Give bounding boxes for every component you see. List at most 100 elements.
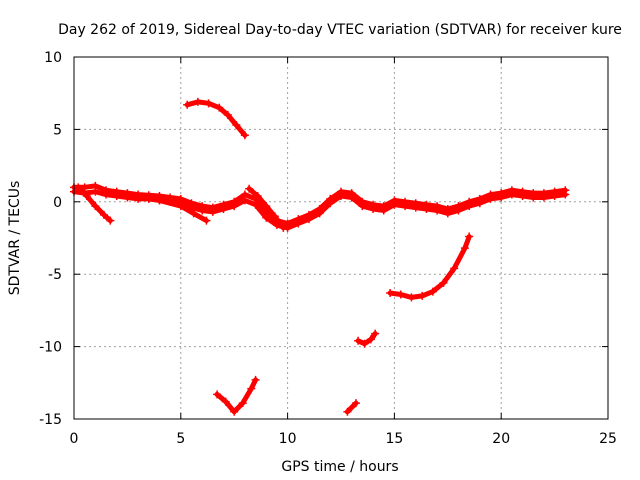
data-point — [221, 397, 230, 406]
grid — [74, 57, 608, 419]
data-point — [106, 216, 115, 225]
series-main-band-upper — [70, 181, 570, 228]
data-point — [443, 209, 452, 218]
data-point — [230, 407, 239, 416]
data-point — [189, 209, 198, 218]
data-point — [102, 190, 111, 199]
data-point — [230, 202, 239, 211]
data-point — [262, 213, 271, 222]
data-point — [550, 192, 559, 201]
series-seg-13h — [343, 399, 360, 416]
data-point — [240, 131, 249, 140]
data-point — [219, 205, 228, 214]
data-point — [371, 329, 380, 338]
data-point — [366, 335, 375, 344]
plot-frame — [73, 56, 609, 420]
data-point — [247, 384, 256, 393]
data-point — [240, 196, 249, 205]
series-trace — [71, 183, 568, 226]
data-point — [401, 202, 410, 211]
data-point — [198, 206, 207, 215]
x-tick-label: 0 — [70, 431, 79, 447]
data-point — [204, 99, 213, 108]
data-point — [82, 192, 91, 201]
data-point — [354, 336, 363, 345]
data-point — [439, 278, 448, 287]
x-axis-label: GPS time / hours — [281, 459, 398, 475]
y-tick-label: -15 — [39, 412, 62, 428]
data-point — [418, 291, 427, 300]
series-trace — [184, 99, 248, 138]
series-rise-15-18h — [386, 232, 474, 302]
data-point — [358, 202, 367, 211]
data-point — [251, 200, 260, 209]
data-point — [347, 193, 356, 202]
series-trace — [214, 377, 259, 415]
data-point — [475, 199, 484, 208]
series-seg-13-14h — [354, 329, 380, 348]
data-point — [386, 289, 395, 298]
data-point — [411, 203, 420, 212]
data-point — [497, 193, 506, 202]
series-arc-5-8h — [183, 97, 249, 140]
data-point — [112, 192, 121, 201]
data-point — [279, 223, 288, 232]
data-point — [74, 183, 83, 192]
series-trace — [387, 234, 472, 300]
series-v-7-8h — [213, 375, 260, 416]
data-point — [465, 202, 474, 211]
data-point — [396, 290, 405, 299]
data-point — [507, 190, 516, 199]
data-point — [454, 206, 463, 215]
data-point — [518, 192, 527, 201]
data-point — [486, 194, 495, 203]
data-point — [134, 192, 143, 201]
data-point — [232, 121, 241, 130]
data-point — [294, 219, 303, 228]
data-point — [460, 244, 469, 253]
x-tick-label: 5 — [176, 431, 185, 447]
data-point — [407, 293, 416, 302]
chart-title: Day 262 of 2019, Sidereal Day-to-day VTE… — [58, 22, 622, 38]
data-point — [529, 193, 538, 202]
x-tick-label: 10 — [279, 431, 297, 447]
data-point — [270, 212, 279, 221]
series-trace — [344, 400, 359, 415]
data-point — [343, 407, 352, 416]
data-point — [326, 199, 335, 208]
data-point — [123, 193, 132, 202]
x-tick-label: 20 — [492, 431, 510, 447]
x-tick-label: 15 — [385, 431, 403, 447]
data-point — [215, 103, 224, 112]
series-mid-dip — [134, 192, 211, 225]
data-point — [360, 339, 369, 348]
data-point — [155, 196, 164, 205]
y-tick-label: 10 — [44, 50, 62, 66]
series-early-dip — [74, 183, 115, 225]
data-point — [433, 206, 442, 215]
data-point — [369, 205, 378, 214]
data-point — [379, 206, 388, 215]
data-point — [253, 192, 262, 201]
data-point — [465, 232, 474, 241]
data-point — [176, 202, 185, 211]
data-point — [193, 97, 202, 106]
data-point — [561, 190, 570, 199]
data-point — [428, 287, 437, 296]
data-point — [213, 390, 222, 399]
data-point — [208, 207, 217, 216]
data-point — [202, 216, 211, 225]
y-axis-label: SDTVAR / TECUs — [7, 181, 23, 296]
data-layer — [70, 97, 570, 416]
data-point — [450, 264, 459, 273]
data-point — [223, 110, 232, 119]
data-point — [99, 210, 108, 219]
data-point — [251, 375, 260, 384]
y-tick-label: 5 — [53, 122, 62, 138]
y-tick-label: 0 — [53, 195, 62, 211]
series-trace — [355, 331, 378, 347]
data-point — [91, 202, 100, 211]
data-point — [390, 200, 399, 209]
data-point — [262, 202, 271, 211]
data-point — [315, 209, 324, 218]
